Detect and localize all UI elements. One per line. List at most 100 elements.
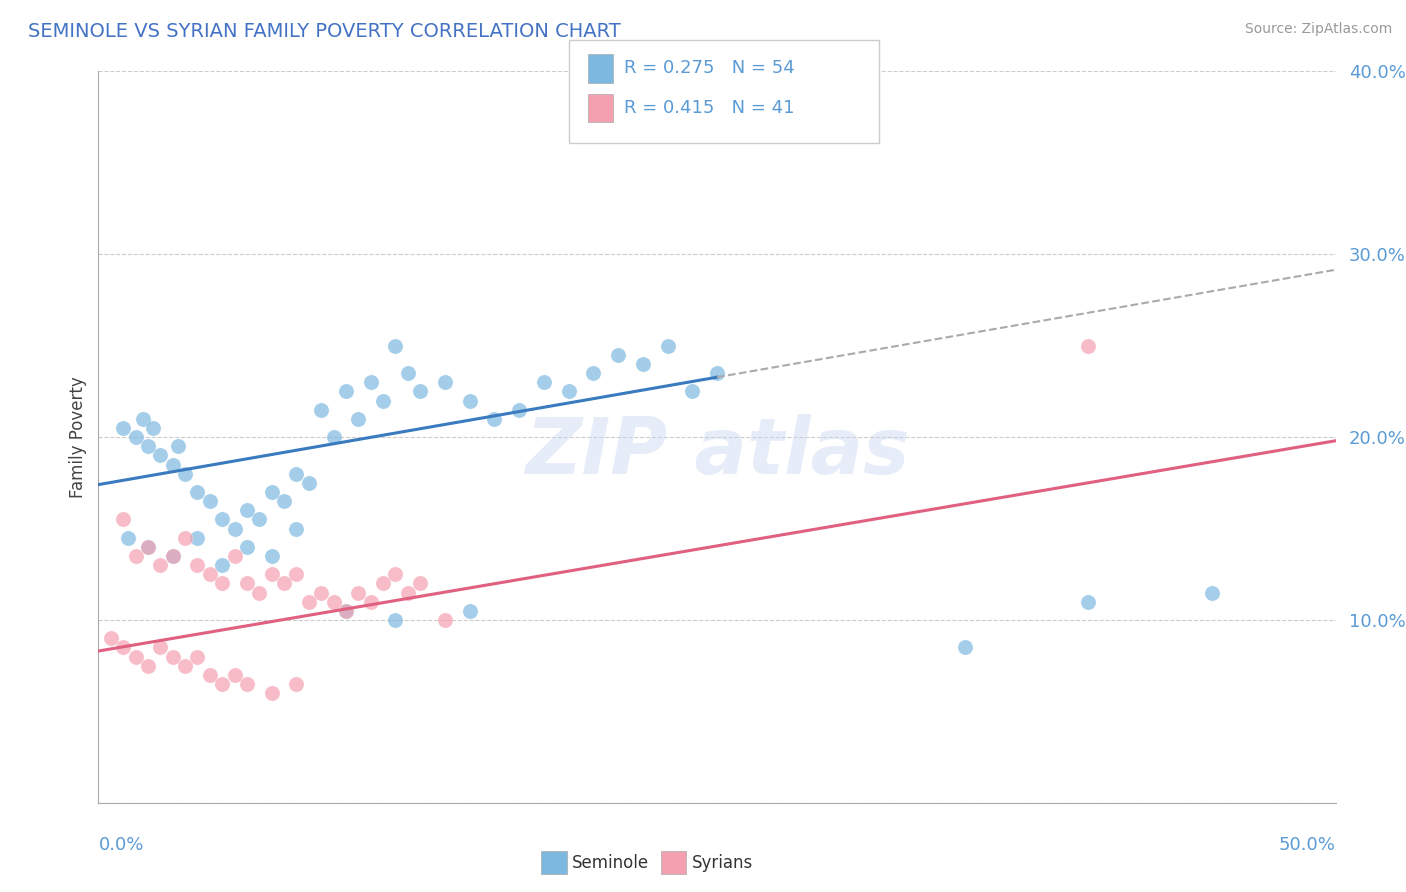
Point: [174, 531, 197, 545]
Point: [224, 549, 246, 563]
Text: 50.0%: 50.0%: [1279, 836, 1336, 854]
Point: [322, 430, 344, 444]
Point: [236, 576, 259, 591]
Point: [162, 649, 184, 664]
Point: [236, 540, 259, 554]
Point: [360, 376, 382, 390]
Point: [1077, 339, 1099, 353]
Point: [285, 467, 308, 481]
Point: [136, 540, 159, 554]
Point: [166, 439, 188, 453]
Text: Syrians: Syrians: [692, 854, 754, 871]
Point: [533, 376, 555, 390]
Point: [260, 485, 283, 500]
Point: [198, 567, 221, 582]
Point: [508, 402, 530, 417]
Point: [236, 677, 259, 691]
Text: Source: ZipAtlas.com: Source: ZipAtlas.com: [1244, 22, 1392, 37]
Point: [371, 393, 394, 408]
Point: [309, 402, 332, 417]
Point: [260, 686, 283, 700]
Point: [124, 549, 146, 563]
Point: [132, 412, 155, 426]
Point: [174, 658, 197, 673]
Y-axis label: Family Poverty: Family Poverty: [69, 376, 87, 498]
Point: [309, 585, 332, 599]
Point: [458, 393, 481, 408]
Point: [247, 585, 270, 599]
Point: [162, 549, 184, 563]
Point: [174, 467, 197, 481]
Point: [260, 549, 283, 563]
Point: [458, 604, 481, 618]
Point: [409, 576, 432, 591]
Point: [433, 613, 456, 627]
Point: [112, 512, 135, 526]
Point: [136, 540, 159, 554]
Point: [124, 649, 146, 664]
Point: [162, 458, 184, 472]
Point: [198, 494, 221, 508]
Point: [582, 366, 605, 380]
Point: [409, 384, 432, 399]
Point: [162, 549, 184, 563]
Point: [211, 677, 233, 691]
Point: [1077, 594, 1099, 608]
Point: [285, 521, 308, 535]
Point: [186, 485, 208, 500]
Point: [681, 384, 703, 399]
Point: [117, 531, 139, 545]
Point: [384, 613, 406, 627]
Point: [322, 594, 344, 608]
Point: [149, 640, 172, 655]
Text: Seminole: Seminole: [572, 854, 650, 871]
Point: [285, 567, 308, 582]
Point: [335, 604, 357, 618]
Point: [953, 640, 976, 655]
Point: [247, 512, 270, 526]
Point: [149, 449, 172, 463]
Point: [186, 558, 208, 573]
Point: [224, 521, 246, 535]
Point: [360, 594, 382, 608]
Point: [335, 604, 357, 618]
Text: SEMINOLE VS SYRIAN FAMILY POVERTY CORRELATION CHART: SEMINOLE VS SYRIAN FAMILY POVERTY CORREL…: [28, 22, 621, 41]
Point: [112, 640, 135, 655]
Text: 0.0%: 0.0%: [98, 836, 143, 854]
Point: [371, 576, 394, 591]
Point: [347, 412, 370, 426]
Point: [631, 357, 654, 371]
Point: [136, 658, 159, 673]
Text: ZIP atlas: ZIP atlas: [524, 414, 910, 490]
Point: [335, 384, 357, 399]
Point: [236, 503, 259, 517]
Point: [484, 412, 506, 426]
Point: [433, 376, 456, 390]
Point: [260, 567, 283, 582]
Point: [396, 366, 419, 380]
Point: [273, 494, 295, 508]
Text: R = 0.415   N = 41: R = 0.415 N = 41: [624, 99, 794, 117]
Point: [273, 576, 295, 591]
Point: [1201, 585, 1223, 599]
Point: [100, 632, 122, 646]
Point: [607, 348, 630, 362]
Point: [112, 421, 135, 435]
Point: [211, 576, 233, 591]
Point: [384, 567, 406, 582]
Point: [198, 667, 221, 681]
Point: [142, 421, 165, 435]
Point: [396, 585, 419, 599]
Point: [186, 531, 208, 545]
Text: R = 0.275   N = 54: R = 0.275 N = 54: [624, 59, 794, 77]
Point: [298, 594, 321, 608]
Point: [224, 667, 246, 681]
Point: [285, 677, 308, 691]
Point: [124, 430, 146, 444]
Point: [211, 558, 233, 573]
Point: [657, 339, 679, 353]
Point: [136, 439, 159, 453]
Point: [149, 558, 172, 573]
Point: [298, 475, 321, 490]
Point: [211, 512, 233, 526]
